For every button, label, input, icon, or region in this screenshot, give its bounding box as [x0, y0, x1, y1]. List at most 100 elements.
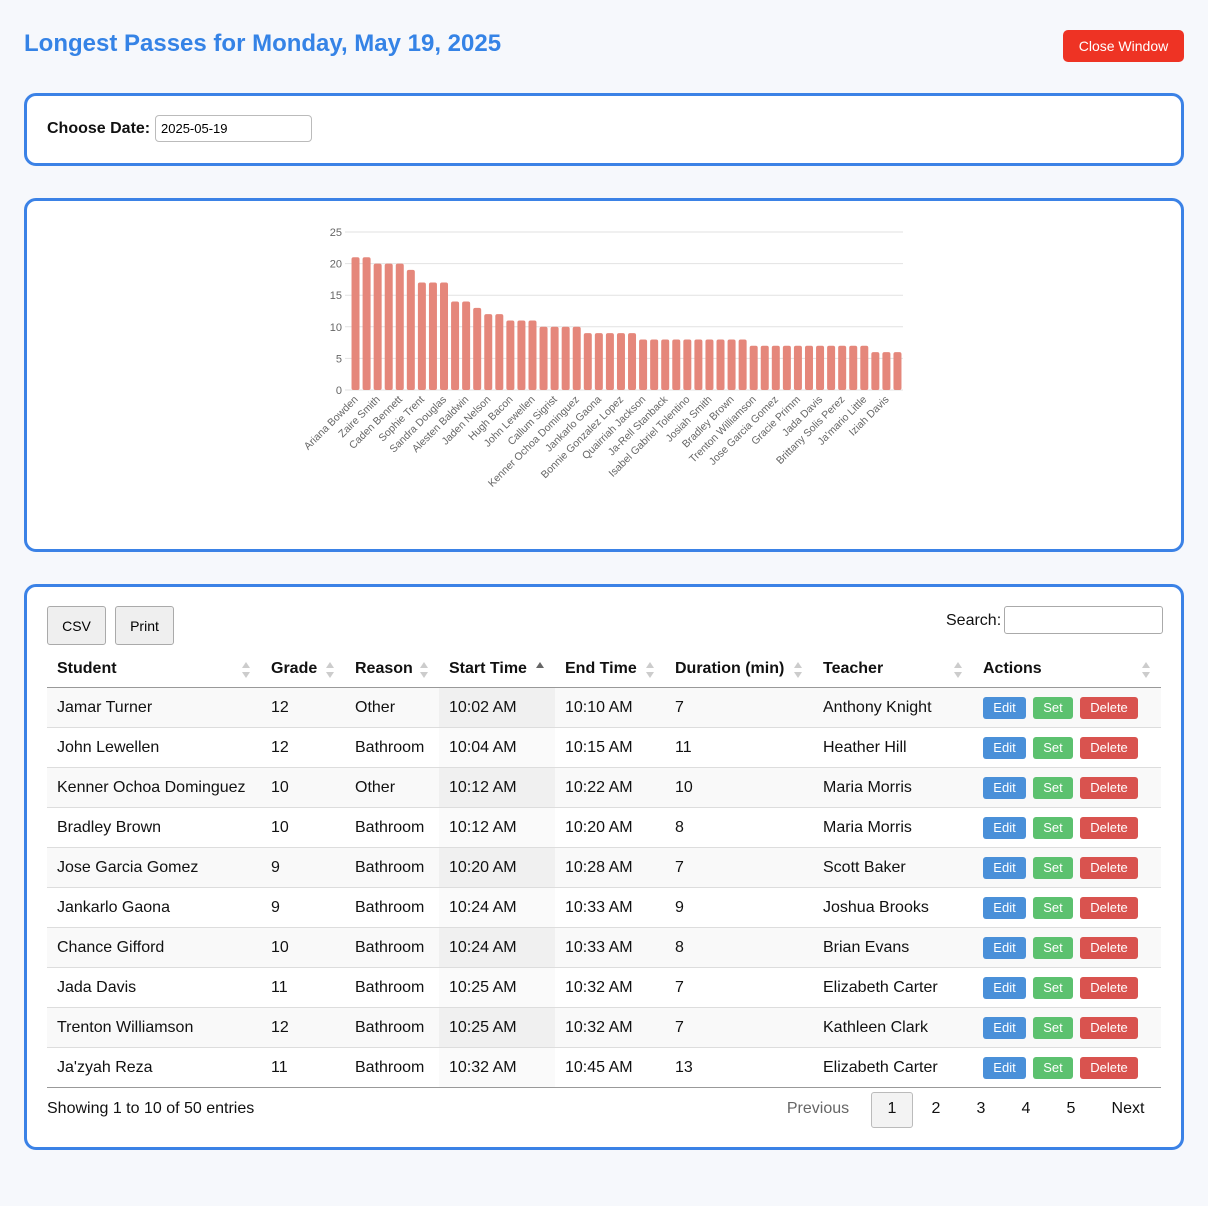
- actions-cell: Edit Set Delete: [973, 1007, 1161, 1048]
- bar: [539, 326, 548, 390]
- table-cell: 10:32 AM: [555, 1007, 665, 1048]
- table-cell: Bathroom: [345, 887, 439, 928]
- action-button[interactable]: Edit: [983, 1016, 1026, 1039]
- table-cell: 10:32 AM: [555, 967, 665, 1008]
- table-cell: 9: [261, 887, 345, 928]
- action-button[interactable]: Set: [1033, 776, 1073, 799]
- search-input[interactable]: [1004, 606, 1163, 634]
- action-button[interactable]: Edit: [983, 736, 1026, 759]
- column-header[interactable]: Reason: [345, 650, 439, 688]
- csv-button[interactable]: CSV: [47, 606, 106, 645]
- bar: [705, 339, 714, 390]
- action-button[interactable]: Delete: [1080, 896, 1138, 919]
- action-button[interactable]: Set: [1033, 936, 1073, 959]
- bar: [384, 263, 393, 390]
- bar: [871, 352, 880, 390]
- bar: [827, 345, 836, 390]
- column-header-label: Reason: [355, 659, 413, 677]
- pagination-button[interactable]: 3: [976, 1100, 986, 1117]
- action-button[interactable]: Delete: [1080, 696, 1138, 719]
- sort-icon: [536, 662, 544, 668]
- action-button[interactable]: Set: [1033, 1016, 1073, 1039]
- action-button[interactable]: Set: [1033, 736, 1073, 759]
- action-button[interactable]: Delete: [1080, 816, 1138, 839]
- table-cell: Jada Davis: [47, 967, 261, 1008]
- table-cell: 10:04 AM: [439, 727, 555, 768]
- table-cell: Jankarlo Gaona: [47, 887, 261, 928]
- column-header[interactable]: End Time: [555, 650, 665, 688]
- action-button[interactable]: Delete: [1080, 776, 1138, 799]
- pagination-button[interactable]: 5: [1066, 1100, 1076, 1117]
- bar: [351, 257, 360, 390]
- action-button[interactable]: Edit: [983, 976, 1026, 999]
- table-cell: 12: [261, 727, 345, 768]
- action-button[interactable]: Edit: [983, 896, 1026, 919]
- action-button[interactable]: Delete: [1080, 1016, 1138, 1039]
- bar: [771, 345, 780, 390]
- action-button[interactable]: Edit: [983, 696, 1026, 719]
- action-button[interactable]: Set: [1033, 896, 1073, 919]
- bar: [661, 339, 670, 390]
- sort-down: [242, 672, 250, 678]
- action-button[interactable]: Edit: [983, 1056, 1026, 1079]
- pagination-button[interactable]: Next: [1111, 1100, 1145, 1117]
- print-button[interactable]: Print: [115, 606, 174, 645]
- column-header[interactable]: Duration (min): [665, 650, 813, 688]
- column-header[interactable]: Actions: [973, 650, 1161, 688]
- pagination-button[interactable]: 1: [871, 1092, 913, 1128]
- column-header[interactable]: Start Time: [439, 650, 555, 688]
- bar: [517, 320, 526, 390]
- table-cell: 10: [261, 767, 345, 808]
- action-button[interactable]: Set: [1033, 816, 1073, 839]
- sort-down: [646, 672, 654, 678]
- table-row: Ja'zyah Reza 11 Bathroom 10:32 AM 10:45 AM 13…: [47, 1047, 1161, 1088]
- action-button[interactable]: Set: [1033, 856, 1073, 879]
- entries-info: Showing 1 to 10 of 50 entries: [47, 1100, 255, 1117]
- table-cell: 10:12 AM: [439, 767, 555, 808]
- bar: [395, 263, 404, 390]
- table-cell: Other: [345, 767, 439, 808]
- table-cell: 10:12 AM: [439, 807, 555, 848]
- action-button[interactable]: Delete: [1080, 736, 1138, 759]
- close-window-button[interactable]: Close Window: [1063, 30, 1184, 62]
- table-cell: Ja'zyah Reza: [47, 1047, 261, 1088]
- table-cell: 10: [665, 767, 813, 808]
- actions-cell: Edit Set Delete: [973, 687, 1161, 728]
- column-header[interactable]: Student: [47, 650, 261, 688]
- actions-cell: Edit Set Delete: [973, 1047, 1161, 1088]
- pagination-button[interactable]: 4: [1021, 1100, 1031, 1117]
- action-button[interactable]: Set: [1033, 1056, 1073, 1079]
- date-input[interactable]: [155, 115, 312, 142]
- bar: [628, 333, 637, 390]
- action-button[interactable]: Set: [1033, 696, 1073, 719]
- y-tick-label: 0: [336, 385, 342, 397]
- action-button[interactable]: Delete: [1080, 976, 1138, 999]
- bar: [495, 314, 504, 390]
- action-button[interactable]: Edit: [983, 936, 1026, 959]
- action-button[interactable]: Edit: [983, 776, 1026, 799]
- bar: [849, 345, 858, 390]
- sort-down: [1142, 672, 1150, 678]
- action-button[interactable]: Set: [1033, 976, 1073, 999]
- table-cell: 8: [665, 807, 813, 848]
- bar: [451, 301, 460, 390]
- action-button[interactable]: Edit: [983, 816, 1026, 839]
- action-button[interactable]: Delete: [1080, 856, 1138, 879]
- bar: [605, 333, 614, 390]
- column-header[interactable]: Grade: [261, 650, 345, 688]
- column-header[interactable]: Teacher: [813, 650, 973, 688]
- table-row: Chance Gifford 10 Bathroom 10:24 AM 10:33 AM…: [47, 927, 1161, 968]
- action-button[interactable]: Delete: [1080, 1056, 1138, 1079]
- sort-icon: [1142, 662, 1150, 678]
- table-cell: Maria Morris: [813, 767, 973, 808]
- pagination-button[interactable]: 2: [931, 1100, 941, 1117]
- table-cell: 7: [665, 687, 813, 728]
- action-button[interactable]: Edit: [983, 856, 1026, 879]
- column-header-label: Start Time: [449, 659, 527, 677]
- bar: [373, 263, 382, 390]
- date-panel: Choose Date:: [24, 93, 1184, 166]
- pagination-button[interactable]: Previous: [786, 1100, 850, 1117]
- table-cell: 10:20 AM: [555, 807, 665, 848]
- action-button[interactable]: Delete: [1080, 936, 1138, 959]
